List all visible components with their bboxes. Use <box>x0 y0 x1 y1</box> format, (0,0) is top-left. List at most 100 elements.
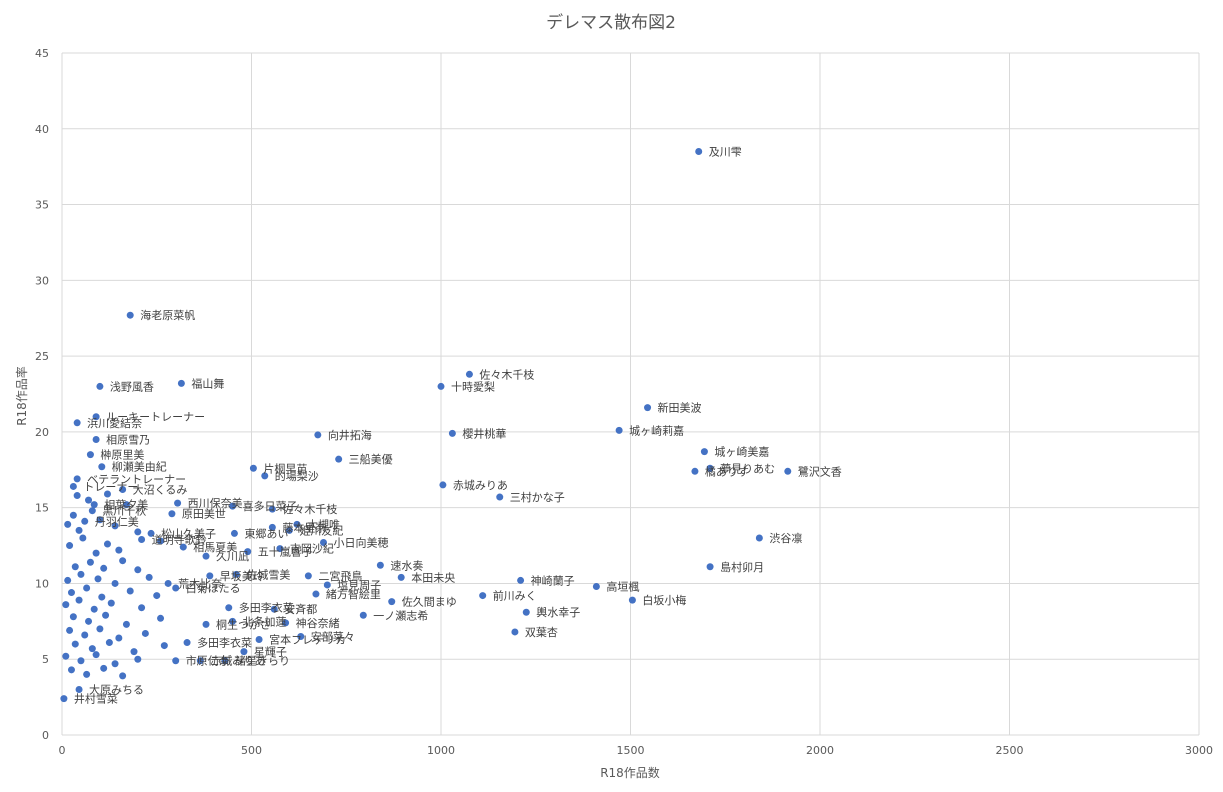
data-point <box>755 534 763 542</box>
data-point <box>448 429 456 437</box>
data-point <box>517 576 525 584</box>
data-point <box>177 379 185 387</box>
data-label: 城ヶ崎莉嘉 <box>629 423 684 437</box>
data-label: 喜多日菜子 <box>243 499 298 513</box>
data-point <box>134 655 142 663</box>
data-label: 片桐早苗 <box>263 461 307 475</box>
data-label: 神崎蘭子 <box>531 573 575 587</box>
data-point <box>86 558 94 566</box>
y-tick-label: 20 <box>35 426 49 439</box>
data-label: 赤城みりあ <box>453 479 508 492</box>
data-point <box>202 552 210 560</box>
data-point <box>81 517 89 525</box>
data-point <box>71 640 79 648</box>
y-axis-label: R18作品率 <box>14 366 29 426</box>
data-point <box>691 467 699 475</box>
data-point <box>465 370 473 378</box>
data-point <box>388 598 396 606</box>
data-point <box>312 590 320 598</box>
data-label: 諸星きらり <box>235 654 290 668</box>
data-label: 十時愛梨 <box>451 379 495 393</box>
data-point <box>98 463 106 471</box>
data-label: 一ノ瀬志希 <box>373 608 428 622</box>
data-point <box>695 148 703 156</box>
y-tick-label: 40 <box>35 123 49 136</box>
data-point <box>644 404 652 412</box>
y-tick-label: 5 <box>42 653 49 666</box>
data-label: 道明寺歌鈴 <box>152 532 207 546</box>
x-tick-label: 2000 <box>806 744 834 757</box>
data-label: 大沼くるみ <box>133 482 188 496</box>
y-tick-label: 0 <box>42 729 49 742</box>
data-label: 白坂小梅 <box>642 593 686 607</box>
data-point <box>122 501 130 509</box>
y-tick-label: 30 <box>35 274 49 287</box>
data-label: 佐久間まゆ <box>402 595 457 609</box>
data-point <box>232 570 240 578</box>
data-point <box>479 592 487 600</box>
data-point <box>145 573 153 581</box>
data-point <box>64 576 72 584</box>
data-label: 柳瀬美由紀 <box>112 460 167 474</box>
data-point <box>126 587 134 595</box>
data-point <box>268 505 276 513</box>
data-point <box>335 455 343 463</box>
data-point <box>138 604 146 612</box>
data-point <box>73 419 81 427</box>
data-point <box>206 572 214 580</box>
data-label: 福山舞 <box>191 376 224 390</box>
data-point <box>437 382 445 390</box>
x-tick-label: 500 <box>241 744 262 757</box>
y-tick-label: 25 <box>35 350 49 363</box>
x-tick-label: 1500 <box>617 744 645 757</box>
data-point <box>81 631 89 639</box>
data-point <box>75 526 83 534</box>
data-point <box>115 546 123 554</box>
data-point <box>297 632 305 640</box>
data-point <box>90 501 98 509</box>
data-point <box>147 529 155 537</box>
data-label: 相葉夕美 <box>104 498 148 512</box>
data-point <box>153 592 161 600</box>
data-point <box>439 481 447 489</box>
data-point <box>784 467 792 475</box>
data-label: 高垣楓 <box>606 579 639 593</box>
data-point <box>66 626 74 634</box>
x-axis-label: R18作品数 <box>600 765 660 780</box>
y-tick-label: 10 <box>35 577 49 590</box>
data-point <box>92 435 100 443</box>
x-tick-label: 2500 <box>996 744 1024 757</box>
data-label: 松山久美子 <box>161 526 216 540</box>
data-point <box>69 482 77 490</box>
data-label: 橘ありす <box>705 465 749 478</box>
data-point <box>323 581 331 589</box>
data-point <box>255 636 263 644</box>
data-label: 島村卯月 <box>720 560 764 574</box>
data-point <box>397 573 405 581</box>
data-point <box>700 448 708 456</box>
data-point <box>102 611 110 619</box>
data-point <box>94 575 102 583</box>
data-label: 佐々木千枝 <box>282 502 337 516</box>
data-point <box>168 510 176 518</box>
data-point <box>83 584 91 592</box>
data-point <box>276 545 284 553</box>
data-point <box>100 664 108 672</box>
data-point <box>126 311 134 319</box>
data-label: 黒川千秋 <box>102 504 146 518</box>
data-label: 相馬夏美 <box>193 541 237 554</box>
data-point <box>249 464 257 472</box>
data-point <box>75 596 83 604</box>
data-point <box>111 522 119 530</box>
data-label: 原田美世 <box>182 508 226 521</box>
data-label: 三村かな子 <box>510 490 565 504</box>
data-point <box>511 628 519 636</box>
data-point <box>706 563 714 571</box>
data-point <box>229 617 237 625</box>
data-point <box>83 670 91 678</box>
data-point <box>119 485 127 493</box>
data-point <box>88 645 96 653</box>
data-label: 緒方智絵里 <box>326 587 381 601</box>
data-point <box>221 657 229 665</box>
